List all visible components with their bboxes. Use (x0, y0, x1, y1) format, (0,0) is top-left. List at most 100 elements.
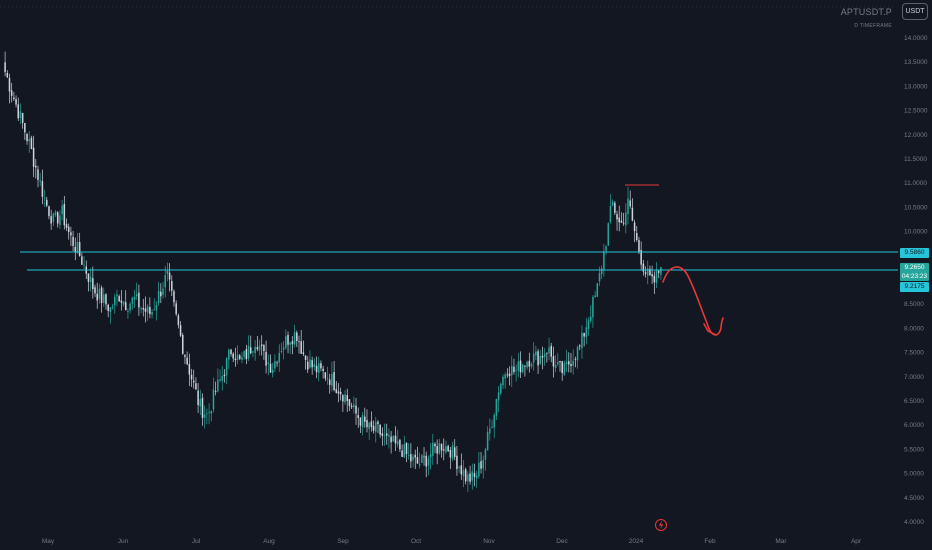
candle-body (568, 361, 570, 365)
candle-body (521, 364, 524, 373)
candle-body (89, 276, 92, 283)
price-axis-label: 11.5000 (904, 156, 927, 163)
candle-body (67, 226, 70, 233)
candle-body (300, 341, 302, 354)
lightning-icon[interactable] (655, 519, 667, 531)
candle-body (13, 97, 15, 100)
candle-body (129, 303, 131, 311)
price-axis[interactable]: 14.0000 13.5000 13.0000 12.5000 12.0000 11.50… (904, 35, 928, 526)
candle-body (493, 414, 495, 428)
candle-body (438, 443, 441, 454)
candle-body (83, 264, 85, 266)
time-axis-label: Mar (775, 538, 787, 545)
candle-body (120, 300, 123, 303)
candle-body (537, 351, 539, 366)
level-price-tag-upper[interactable]: 9.5860 (900, 248, 929, 258)
candle-body (135, 294, 138, 297)
price-axis-label: 10.0000 (904, 229, 928, 236)
candle-body (581, 332, 583, 349)
candle-body (131, 297, 134, 304)
candle-body (570, 364, 572, 367)
candle-body (605, 246, 607, 251)
candle-body (464, 469, 467, 482)
candle-body (425, 455, 427, 467)
candle-body (646, 268, 649, 276)
candle-body (87, 273, 90, 282)
price-axis-label: 12.0000 (904, 132, 928, 139)
candle-body (552, 356, 555, 367)
candle-body (324, 372, 327, 379)
candle-body (467, 474, 469, 482)
candle-body (186, 357, 188, 365)
candle-body (355, 405, 357, 414)
candle-body (269, 363, 272, 373)
candle-body (256, 347, 259, 350)
candle-body (436, 446, 438, 454)
price-axis-label: 8.5000 (904, 301, 924, 308)
time-axis[interactable]: May Jun Jul Aug Sep Oct Nov Dec 2024 Feb Mar Apr (42, 538, 862, 545)
candle-body (46, 199, 48, 206)
candle-body (563, 363, 566, 375)
candle-body (642, 263, 645, 272)
candle-body (276, 362, 278, 364)
candle-body (644, 272, 647, 274)
candle-body (17, 104, 20, 119)
candle-body (78, 242, 81, 256)
current-price-tag[interactable]: 9.2650 04:23:23 (900, 263, 929, 281)
candle-body (600, 268, 603, 275)
candle-body (449, 449, 452, 458)
candle-body (519, 360, 522, 373)
price-axis-label: 4.5000 (904, 495, 924, 502)
currency-button[interactable]: USDT (902, 3, 928, 20)
candle-body (497, 392, 500, 401)
level-price-tag-lower[interactable]: 9.2175 (900, 282, 929, 292)
timeframe-label: D TIMEFRAME (854, 23, 892, 29)
candle-body (188, 363, 191, 375)
candle-body (403, 444, 406, 458)
candle-body (469, 473, 471, 482)
candle-body (539, 355, 542, 364)
time-axis-label: Sep (337, 538, 349, 545)
candle-body (504, 374, 506, 379)
candle-body (631, 207, 634, 221)
candle-body (212, 389, 215, 410)
candle-body (30, 137, 33, 150)
candle-body (181, 335, 184, 354)
time-axis-label: Aug (263, 538, 275, 545)
candle-body (282, 347, 285, 350)
price-axis-label: 4.0000 (904, 519, 924, 526)
candle-body (59, 215, 61, 226)
price-axis-label: 10.5000 (904, 204, 928, 211)
candle-body (442, 449, 445, 451)
candle-body (622, 222, 625, 224)
candle-body (495, 399, 498, 416)
candle-body (94, 287, 96, 294)
candle-body (138, 292, 140, 308)
candle-body (28, 139, 30, 142)
candle-body (118, 296, 120, 302)
candle-body (557, 361, 559, 365)
candle-body (583, 332, 585, 337)
time-axis-label: Dec (556, 538, 568, 545)
candle-body (423, 456, 425, 458)
candle-body (657, 271, 660, 273)
candle-body (576, 346, 579, 361)
candle-body (105, 294, 107, 305)
candle-body (638, 240, 640, 252)
candle-body (219, 379, 221, 381)
candle-body (381, 433, 384, 436)
candle-body (427, 458, 430, 466)
candle-body (100, 287, 103, 304)
candle-body (322, 368, 324, 371)
candle-body (513, 366, 515, 372)
candle-body (359, 417, 362, 426)
candle-body (379, 424, 381, 435)
candle-body (478, 462, 480, 477)
candle-body (561, 361, 563, 374)
candle-body (239, 355, 241, 359)
candle-body (52, 213, 55, 222)
candle-body (337, 391, 340, 394)
price-axis-label: 8.0000 (904, 325, 924, 332)
candle-body (254, 346, 256, 354)
